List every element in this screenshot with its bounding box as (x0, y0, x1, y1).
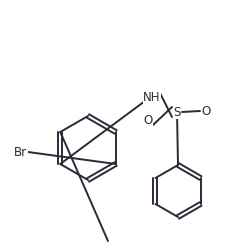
Text: NH: NH (143, 90, 161, 104)
Text: O: O (143, 114, 153, 126)
Text: S: S (173, 106, 181, 119)
Text: O: O (201, 105, 211, 118)
Text: Br: Br (14, 145, 27, 159)
